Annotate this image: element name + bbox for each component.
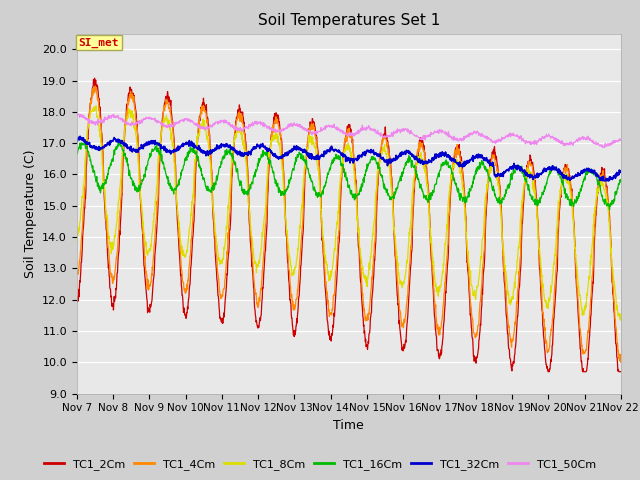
TC1_50Cm (617, 137, 625, 143)
TC1_8Cm (316, 178, 323, 184)
TC1_50Cm (115, 116, 123, 122)
TC1_2Cm (73, 300, 81, 305)
TC1_50Cm (600, 144, 608, 150)
TC1_32Cm (115, 137, 123, 143)
TC1_8Cm (115, 196, 123, 202)
TC1_16Cm (138, 181, 145, 187)
TC1_50Cm (383, 134, 390, 140)
Text: SI_met: SI_met (79, 37, 119, 48)
TC1_32Cm (138, 142, 145, 147)
Line: TC1_4Cm: TC1_4Cm (77, 86, 621, 362)
TC1_2Cm (304, 144, 312, 149)
TC1_32Cm (76, 133, 84, 139)
TC1_2Cm (316, 161, 323, 167)
Line: TC1_8Cm: TC1_8Cm (77, 106, 621, 320)
TC1_16Cm (73, 152, 81, 157)
TC1_50Cm (137, 119, 145, 124)
TC1_2Cm (545, 369, 552, 374)
Line: TC1_32Cm: TC1_32Cm (77, 136, 621, 181)
TC1_16Cm (617, 177, 625, 183)
TC1_50Cm (73, 111, 81, 117)
TC1_16Cm (115, 140, 123, 145)
TC1_4Cm (73, 268, 81, 274)
TC1_8Cm (138, 200, 145, 206)
TC1_2Cm (138, 214, 145, 220)
TC1_32Cm (316, 156, 323, 162)
Title: Soil Temperatures Set 1: Soil Temperatures Set 1 (258, 13, 440, 28)
TC1_32Cm (325, 147, 333, 153)
TC1_8Cm (73, 240, 81, 246)
TC1_8Cm (617, 313, 625, 319)
TC1_2Cm (617, 369, 625, 374)
TC1_32Cm (617, 169, 625, 175)
TC1_4Cm (383, 144, 390, 149)
TC1_16Cm (605, 207, 613, 213)
TC1_32Cm (304, 152, 312, 157)
TC1_2Cm (383, 134, 390, 140)
TC1_50Cm (325, 122, 333, 128)
TC1_16Cm (115, 141, 123, 147)
TC1_16Cm (325, 168, 333, 174)
TC1_8Cm (325, 278, 333, 284)
TC1_2Cm (325, 328, 333, 334)
TC1_50Cm (304, 129, 312, 134)
TC1_4Cm (138, 207, 145, 213)
TC1_16Cm (304, 166, 312, 171)
Line: TC1_16Cm: TC1_16Cm (77, 143, 621, 210)
TC1_8Cm (616, 317, 624, 323)
TC1_4Cm (92, 83, 99, 89)
TC1_8Cm (92, 103, 100, 108)
TC1_4Cm (115, 216, 123, 222)
X-axis label: Time: Time (333, 419, 364, 432)
Y-axis label: Soil Temperature (C): Soil Temperature (C) (24, 149, 36, 278)
TC1_8Cm (383, 151, 390, 156)
TC1_16Cm (316, 191, 323, 197)
TC1_32Cm (383, 157, 390, 163)
TC1_4Cm (316, 164, 323, 169)
TC1_2Cm (115, 240, 123, 246)
TC1_4Cm (325, 307, 333, 313)
Line: TC1_50Cm: TC1_50Cm (77, 114, 621, 147)
TC1_4Cm (617, 360, 625, 365)
TC1_8Cm (304, 146, 312, 152)
TC1_4Cm (304, 140, 312, 146)
Legend: TC1_2Cm, TC1_4Cm, TC1_8Cm, TC1_16Cm, TC1_32Cm, TC1_50Cm: TC1_2Cm, TC1_4Cm, TC1_8Cm, TC1_16Cm, TC1… (40, 455, 600, 474)
TC1_32Cm (73, 136, 81, 142)
TC1_32Cm (599, 178, 607, 184)
TC1_2Cm (91, 75, 99, 81)
TC1_50Cm (315, 129, 323, 134)
Line: TC1_2Cm: TC1_2Cm (77, 78, 621, 372)
TC1_16Cm (383, 189, 390, 195)
